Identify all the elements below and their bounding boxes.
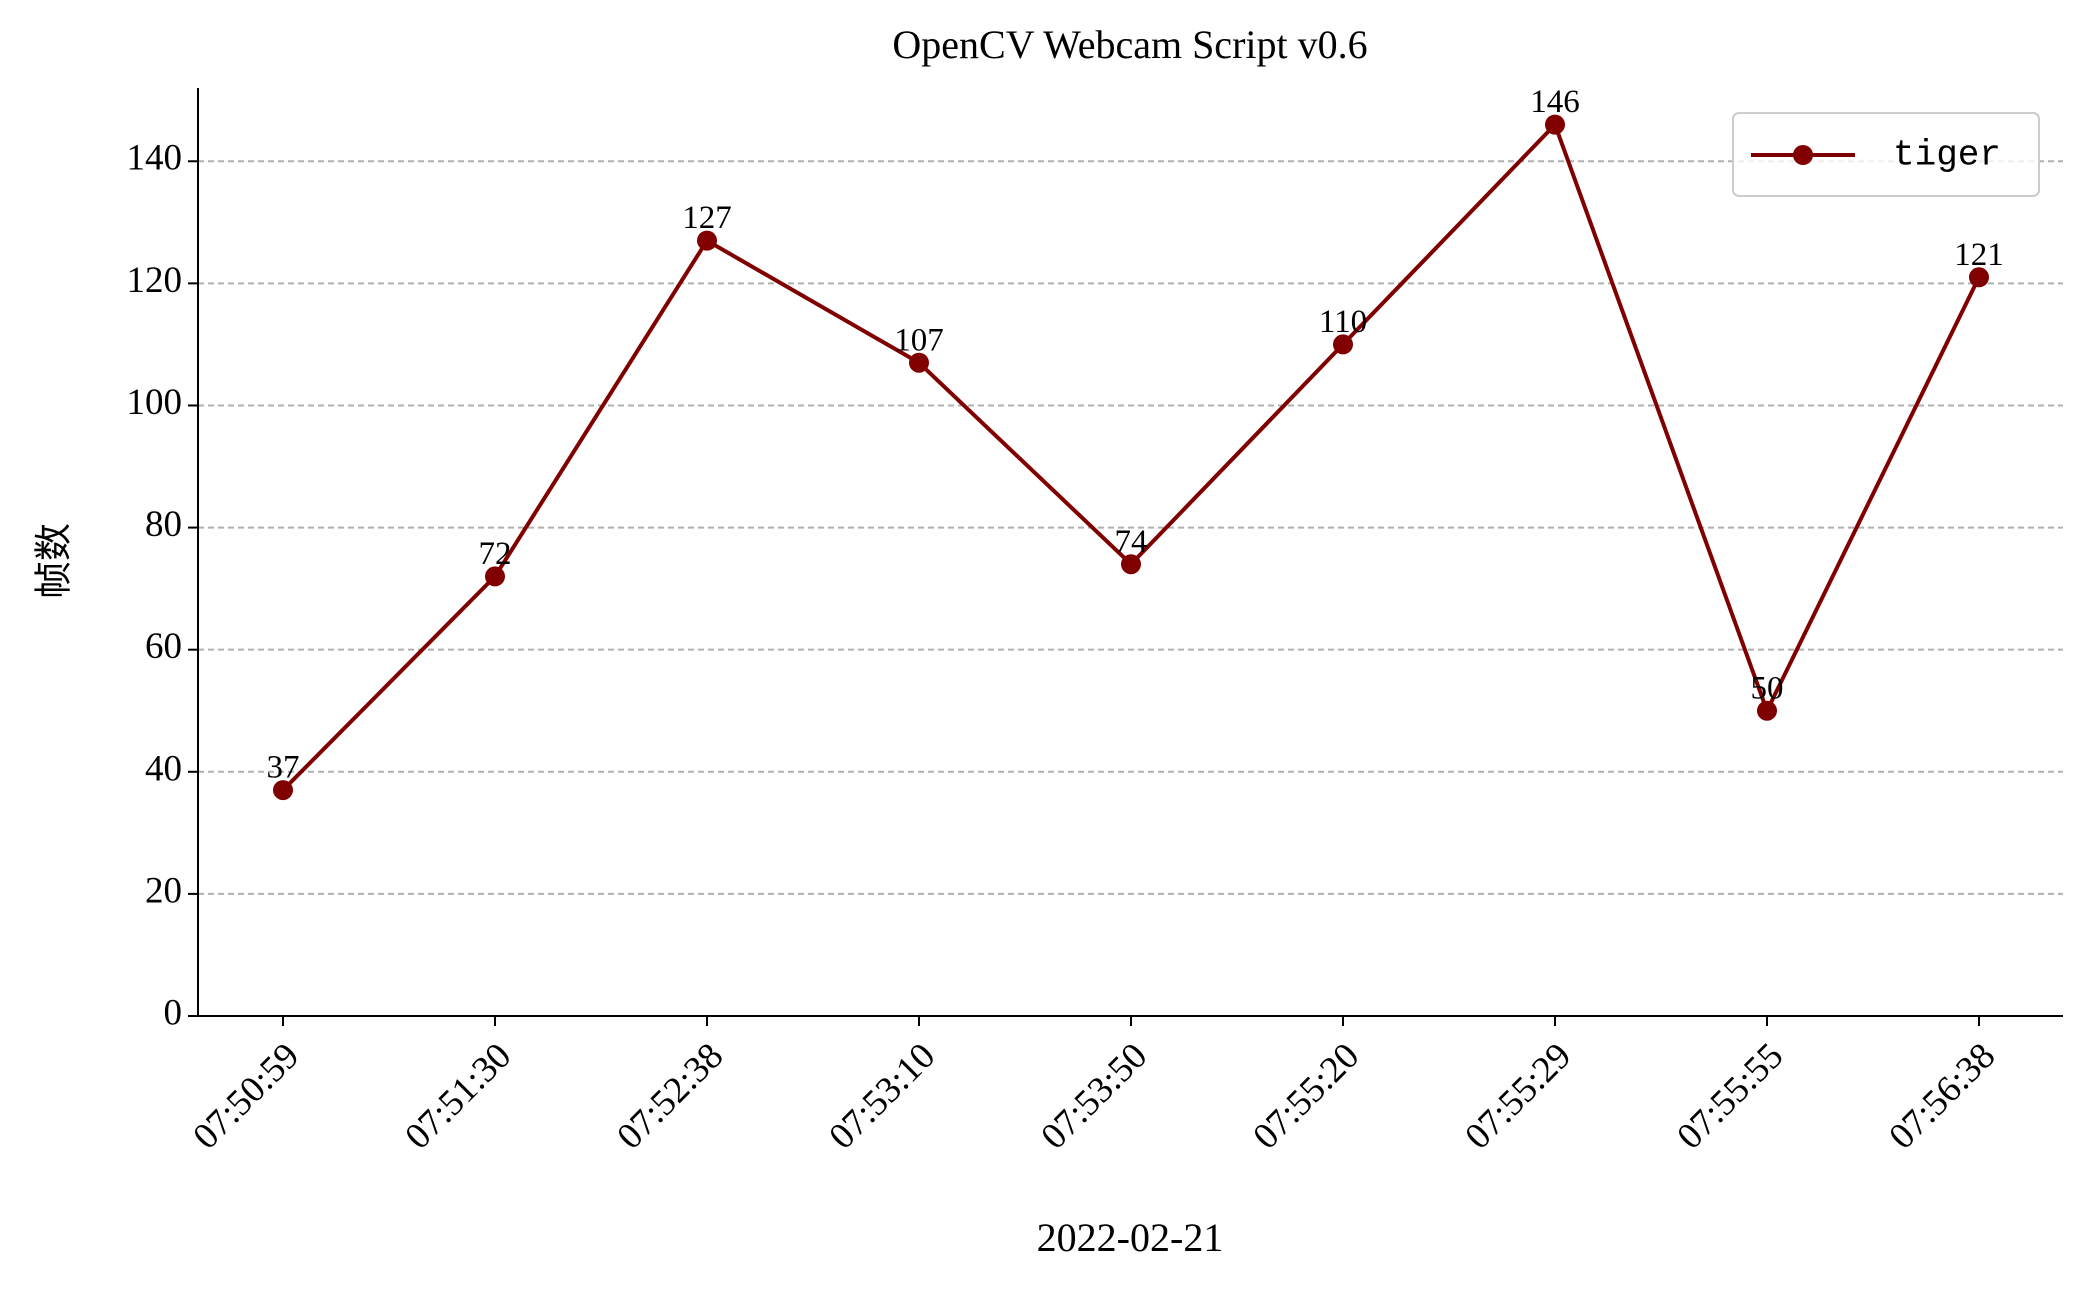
x-tick-label: 07:50:59: [185, 1035, 307, 1157]
x-tick-label: 07:53:50: [1033, 1035, 1155, 1157]
y-tick-label: 0: [164, 992, 183, 1033]
data-line: [281, 120, 1981, 792]
x-tick-label: 07:53:10: [821, 1035, 943, 1157]
data-label: 37: [267, 750, 300, 786]
x-tick-label: 07:56:38: [1881, 1035, 2003, 1157]
legend-marker: [1793, 145, 1813, 165]
data-label: 110: [1319, 304, 1367, 340]
data-point: [909, 352, 929, 373]
y-tick-label: 140: [127, 138, 183, 179]
data-point: [1545, 114, 1565, 135]
x-tick-label: 07:52:38: [609, 1035, 731, 1157]
data-label: 127: [682, 200, 732, 236]
legend-label: tiger: [1893, 135, 2001, 176]
x-tick-label: 07:55:20: [1245, 1035, 1367, 1157]
x-axis-label: 2022-02-21: [1037, 1215, 1224, 1260]
x-tick-label: 07:55:55: [1669, 1035, 1791, 1157]
data-point: [273, 780, 293, 801]
y-tick-label: 40: [145, 748, 182, 789]
y-axis-label: 帧数: [32, 523, 76, 599]
x-tick-label: 07:55:29: [1457, 1035, 1579, 1157]
data-label: 121: [1954, 237, 2004, 273]
legend-box: [1732, 112, 2040, 197]
y-tick-label: 20: [145, 870, 182, 911]
data-point: [1333, 334, 1353, 355]
y-tick-label: 80: [145, 504, 182, 545]
y-tick-label: 120: [127, 260, 183, 301]
data-point: [1757, 700, 1777, 721]
data-point: [697, 230, 717, 251]
data-point: [485, 566, 505, 587]
data-point: [1969, 267, 1989, 288]
data-point: [1121, 554, 1141, 575]
y-tick-label: 60: [145, 626, 182, 667]
data-label: 74: [1115, 524, 1148, 560]
data-label: 107: [894, 322, 944, 358]
y-tick-label: 100: [127, 382, 183, 423]
data-label: 72: [479, 536, 512, 572]
chart-title: OpenCV Webcam Script v0.6: [892, 22, 1367, 67]
data-label: 146: [1530, 84, 1580, 120]
x-tick-label: 07:51:30: [397, 1035, 519, 1157]
data-label: 50: [1751, 670, 1784, 706]
